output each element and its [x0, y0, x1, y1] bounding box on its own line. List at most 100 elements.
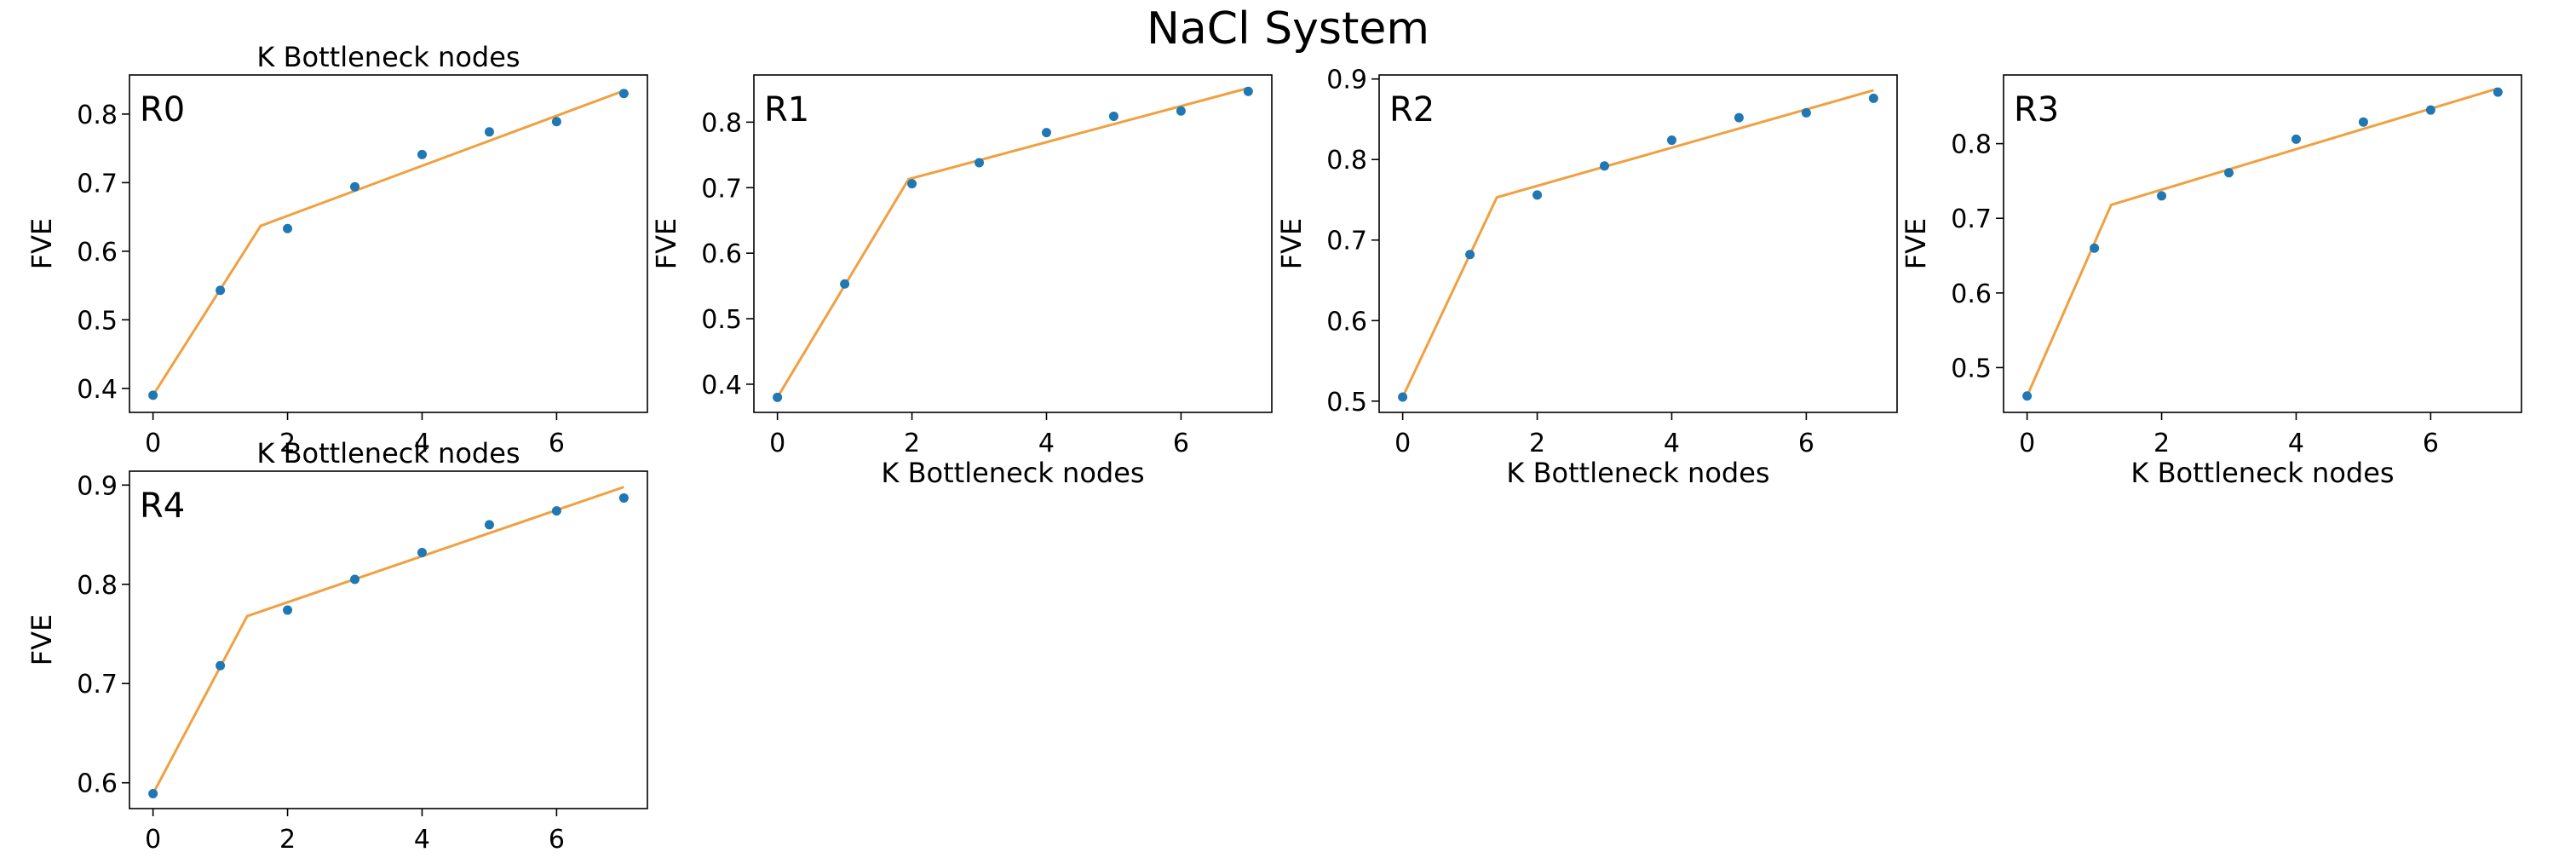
y-tick-label: 0.6	[701, 239, 742, 269]
fit-line	[2026, 87, 2498, 397]
data-point	[1868, 93, 1878, 103]
data-point	[551, 117, 561, 127]
data-point	[618, 492, 629, 503]
x-tick-label: 2	[904, 429, 920, 458]
x-axis-label: K Bottleneck nodes	[1506, 457, 1769, 489]
y-tick-label: 0.5	[1951, 354, 1992, 383]
data-point	[2358, 117, 2368, 127]
panel-r2: 0 2 4 6 0.5 0.6 0.7 0.8 0.9 FVE K Bottleneck nodes…	[1275, 66, 1898, 489]
plot-frame	[2003, 74, 2522, 413]
y-axis-label: FVE	[26, 218, 58, 270]
data-point	[1666, 135, 1676, 146]
y-tick-label: 0.7	[1951, 204, 1992, 234]
panel-r1: 0 2 4 6 0.4 0.5 0.6 0.7 0.8 FVE K Bottleneck nodes…	[650, 74, 1273, 489]
x-tick-label: 2	[279, 429, 296, 458]
x-tick-label: 2	[2153, 429, 2170, 458]
data-point	[2090, 243, 2100, 253]
data-point	[484, 520, 494, 530]
y-axis-label: FVE	[650, 218, 682, 270]
data-point	[484, 127, 494, 137]
y-axis-label: FVE	[26, 614, 58, 666]
fit-line	[152, 89, 624, 396]
data-point	[1734, 112, 1744, 123]
x-tick-label: 6	[1173, 429, 1189, 458]
data-point	[1243, 86, 1253, 96]
y-tick-label: 0.8	[701, 108, 742, 138]
panel-r4: 0 2 4 6 0.6 0.7 0.8 0.9 FVE K Bottleneck nodes R4	[26, 437, 648, 855]
x-tick-label: 4	[2288, 429, 2304, 458]
data-point	[618, 89, 629, 99]
x-tick-label: 6	[549, 429, 565, 458]
data-point	[2425, 105, 2435, 115]
y-tick-label: 0.6	[77, 769, 118, 799]
x-tick-label: 4	[414, 429, 430, 458]
data-point	[417, 548, 427, 558]
data-point	[907, 179, 917, 189]
y-tick-label: 0.6	[1326, 307, 1367, 337]
data-point	[2022, 391, 2033, 401]
y-axis-label: FVE	[1900, 218, 1932, 270]
data-point	[350, 181, 360, 192]
x-tick-label: 0	[145, 825, 161, 855]
y-tick-label: 0.8	[1951, 130, 1992, 160]
panel-label: R4	[140, 487, 185, 526]
y-tick-label: 0.5	[1326, 388, 1367, 417]
panel-label: R2	[1389, 90, 1435, 130]
figure-title: NaCl System	[1147, 3, 1429, 55]
x-tick-label: 0	[2019, 429, 2035, 458]
data-point	[283, 223, 293, 233]
x-tick-label: 0	[769, 429, 785, 458]
x-tick-label: 6	[1798, 429, 1814, 458]
fit-line	[152, 486, 624, 795]
x-axis-label: K Bottleneck nodes	[2130, 457, 2394, 489]
x-tick-label: 6	[549, 825, 565, 855]
y-tick-label: 0.8	[77, 101, 118, 130]
data-point	[1041, 128, 1051, 138]
data-point	[148, 390, 158, 400]
y-tick-label: 0.6	[1951, 279, 1992, 309]
panel-label: R1	[764, 90, 809, 130]
panel-r3: 0 2 4 6 0.5 0.6 0.7 0.8 FVE K Bottleneck nodes R3	[1900, 74, 2522, 489]
y-tick-label: 0.4	[701, 371, 742, 400]
y-axis-label: FVE	[1275, 218, 1308, 270]
x-axis-label: K Bottleneck nodes	[881, 457, 1144, 489]
plot-frame	[129, 470, 648, 809]
panel-label: R0	[140, 90, 185, 130]
data-point	[975, 158, 985, 168]
data-point	[2493, 87, 2503, 97]
x-tick-label: 2	[279, 825, 296, 855]
data-point	[350, 574, 360, 584]
data-point	[148, 789, 158, 799]
data-point	[551, 506, 561, 516]
panel-title: K Bottleneck nodes	[256, 41, 520, 73]
y-tick-label: 0.7	[701, 174, 742, 204]
data-point	[773, 392, 783, 402]
data-point	[2224, 168, 2234, 178]
x-tick-label: 4	[1038, 429, 1055, 458]
y-tick-label: 0.7	[77, 670, 118, 700]
y-tick-label: 0.4	[77, 375, 118, 405]
panel-label: R3	[2014, 90, 2059, 130]
data-point	[1398, 392, 1408, 402]
panel-title: K Bottleneck nodes	[256, 437, 520, 469]
fit-line	[1401, 89, 1874, 398]
y-tick-label: 0.5	[701, 305, 742, 335]
fit-line	[776, 86, 1249, 399]
y-tick-label: 0.6	[77, 238, 118, 268]
data-point	[2157, 191, 2167, 201]
plot-frame	[753, 74, 1273, 413]
y-tick-label: 0.5	[77, 306, 118, 336]
y-tick-label: 0.8	[77, 571, 118, 601]
data-point	[1465, 250, 1475, 260]
x-tick-label: 4	[414, 825, 430, 855]
panel-r0: 0 2 4 6 0.4 0.5 0.6 0.7 0.8 FVE K Bottleneck nodes…	[26, 41, 648, 458]
y-tick-label: 0.9	[1326, 66, 1367, 95]
y-tick-label: 0.7	[1326, 227, 1367, 256]
x-tick-label: 2	[1529, 429, 1545, 458]
y-tick-label: 0.7	[77, 169, 118, 199]
y-tick-label: 0.9	[77, 471, 118, 501]
data-point	[216, 285, 226, 296]
y-tick-label: 0.8	[1326, 146, 1367, 176]
